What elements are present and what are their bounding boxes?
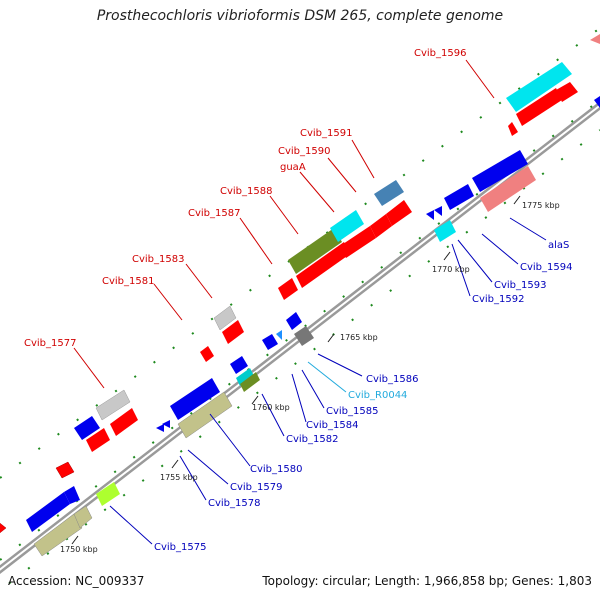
gene-label: Cvib_1581 — [102, 276, 154, 287]
kbp-ticks — [71, 195, 521, 545]
gene-red — [200, 346, 214, 362]
gene-olive — [240, 372, 260, 392]
gene-olive — [288, 228, 342, 274]
gene-label: Cvib_1585 — [326, 406, 378, 417]
gene-gray-dark — [294, 326, 314, 346]
gene-blue — [74, 416, 100, 440]
gene-labels: Cvib_1596 Cvib_1591 Cvib_1590 guaA Cvib_… — [24, 48, 572, 553]
gene-red — [516, 88, 562, 126]
genome-summary: Topology: circular; Length: 1,966,858 bp… — [262, 574, 592, 588]
kbp-label: 1750 kbp — [60, 545, 98, 554]
gene-label: Cvib_1584 — [306, 420, 358, 431]
gene-label: Cvib_1577 — [24, 338, 76, 349]
gene-blue — [444, 184, 474, 210]
gene-label: guaA — [280, 162, 306, 173]
tick-tracks — [0, 27, 600, 592]
gene-salmon — [480, 166, 536, 212]
kbp-label: 1770 kbp — [432, 265, 470, 274]
gene-blue — [434, 206, 442, 216]
kbp-label: 1775 kbp — [522, 201, 560, 210]
gene-label: Cvib_1588 — [220, 186, 272, 197]
gene-label: Cvib_1583 — [132, 254, 184, 265]
accession-label: Accession: NC_009337 — [8, 574, 145, 588]
gene-red — [370, 214, 392, 238]
reverse-genes — [33, 96, 600, 557]
gene-blue — [426, 210, 434, 220]
gene-blue — [26, 492, 70, 532]
gene-blue — [262, 334, 278, 350]
gene-gray — [213, 305, 237, 331]
kbp-labels: 1750 kbp 1755 kbp 1760 kbp 1765 kbp 1770… — [60, 201, 560, 554]
gene-cyan — [506, 62, 572, 112]
gene-label: Cvib_1591 — [300, 128, 352, 139]
label-leader-lines — [73, 59, 547, 545]
gene-blue — [594, 96, 600, 108]
gene-label: Cvib_1587 — [188, 208, 240, 219]
forward-genes — [0, 34, 600, 534]
map-title: Prosthecochloris vibrioformis DSM 265, c… — [96, 8, 504, 24]
gene-label: Cvib_1596 — [414, 48, 466, 59]
gene-blue — [162, 420, 170, 428]
gene-salmon — [590, 34, 600, 44]
gene-blue — [170, 378, 220, 420]
gene-blue — [230, 356, 248, 374]
gene-red — [296, 242, 350, 288]
gene-label: Cvib_1580 — [250, 464, 302, 475]
gene-cyan — [236, 368, 254, 386]
gene-red — [0, 522, 7, 534]
gene-label: Cvib_1592 — [472, 294, 524, 305]
gene-label: Cvib_1586 — [366, 374, 418, 385]
gene-red — [278, 278, 298, 300]
gene-khaki — [177, 391, 233, 439]
gene-label: alaS — [548, 240, 569, 251]
gene-label: Cvib_1579 — [230, 482, 282, 493]
gene-khaki — [33, 513, 83, 557]
gene-khaki — [73, 505, 93, 529]
gene-green-yellow — [96, 482, 120, 506]
kbp-label: 1760 kbp — [252, 403, 290, 412]
gene-label: Cvib_R0044 — [348, 390, 407, 401]
gene-red — [86, 428, 110, 452]
gene-cyan — [330, 210, 364, 242]
gene-red — [556, 82, 578, 102]
gene-label: Cvib_1594 — [520, 262, 572, 273]
gene-red — [222, 320, 244, 344]
gene-red — [508, 122, 518, 136]
gene-label: Cvib_1582 — [286, 434, 338, 445]
gene-gray — [95, 389, 131, 421]
gene-label: Cvib_1593 — [494, 280, 546, 291]
gene-label: Cvib_1578 — [208, 498, 260, 509]
gene-blue — [156, 424, 164, 432]
gene-red — [340, 226, 376, 258]
gene-label: Cvib_1575 — [154, 542, 206, 553]
gene-red — [110, 408, 138, 436]
gene-blue — [286, 312, 302, 330]
gene-blue — [276, 330, 282, 340]
gene-label: Cvib_1590 — [278, 146, 330, 157]
kbp-label: 1755 kbp — [160, 473, 198, 482]
gene-steel — [374, 180, 404, 206]
kbp-label: 1765 kbp — [340, 333, 378, 342]
gene-blue — [64, 486, 80, 504]
gene-blue — [472, 150, 528, 192]
gene-red — [55, 461, 75, 479]
gene-red — [386, 200, 412, 226]
gene-cyan — [434, 220, 456, 242]
